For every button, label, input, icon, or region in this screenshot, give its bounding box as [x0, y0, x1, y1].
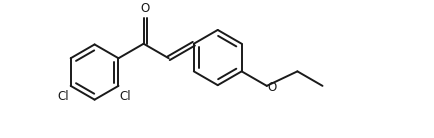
Text: Cl: Cl — [57, 91, 69, 104]
Text: O: O — [268, 81, 277, 94]
Text: O: O — [141, 2, 150, 15]
Text: Cl: Cl — [119, 91, 131, 104]
